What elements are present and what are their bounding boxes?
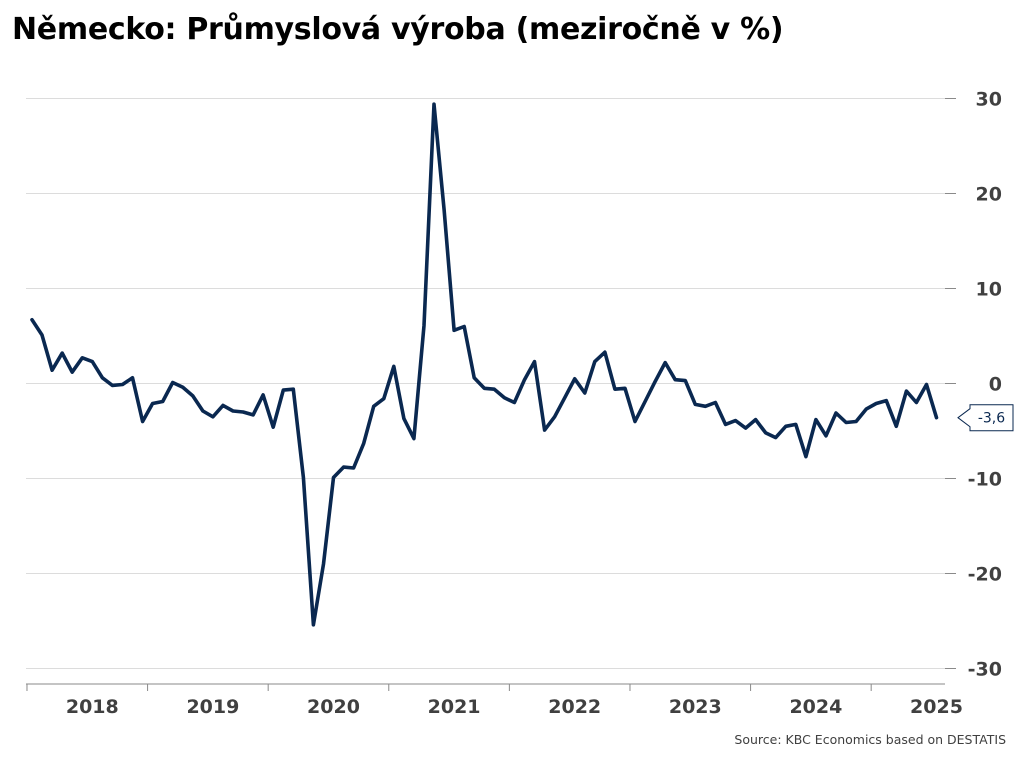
last-value-callout: -3,6 [957,404,1014,432]
y-tick-label: 0 [989,374,1002,396]
series-line [30,102,939,627]
last-value-box [957,404,1014,432]
x-tick-label: 2022 [548,696,601,718]
x-tick-label: 2025 [910,696,963,718]
x-tick-label: 2021 [428,696,481,718]
y-tick-label: -20 [968,564,1002,586]
x-tick-label: 2018 [66,696,119,718]
y-tick-label: 20 [976,184,1002,206]
last-value-label: -3,6 [978,411,1005,427]
source-note: Source: KBC Economics based on DESTATIS [734,732,1006,747]
x-tick-label: 2024 [789,696,842,718]
y-tick-label: -30 [968,659,1002,681]
y-tick-label: -10 [968,469,1002,491]
x-tick-label: 2020 [307,696,360,718]
chart-title: Německo: Průmyslová výroba (meziročně v … [12,12,784,47]
x-tick-label: 2023 [669,696,722,718]
series-line-group [30,102,939,627]
y-axis-ticks: -30 -20 -10 0 10 20 30 [945,89,1002,681]
x-tick-label: 2019 [186,696,239,718]
gridlines [26,98,945,669]
y-tick-label: 10 [976,279,1002,301]
x-axis: 2018 2019 2020 2021 2022 2023 2024 2025 [26,683,963,718]
y-tick-label: 30 [976,89,1002,111]
